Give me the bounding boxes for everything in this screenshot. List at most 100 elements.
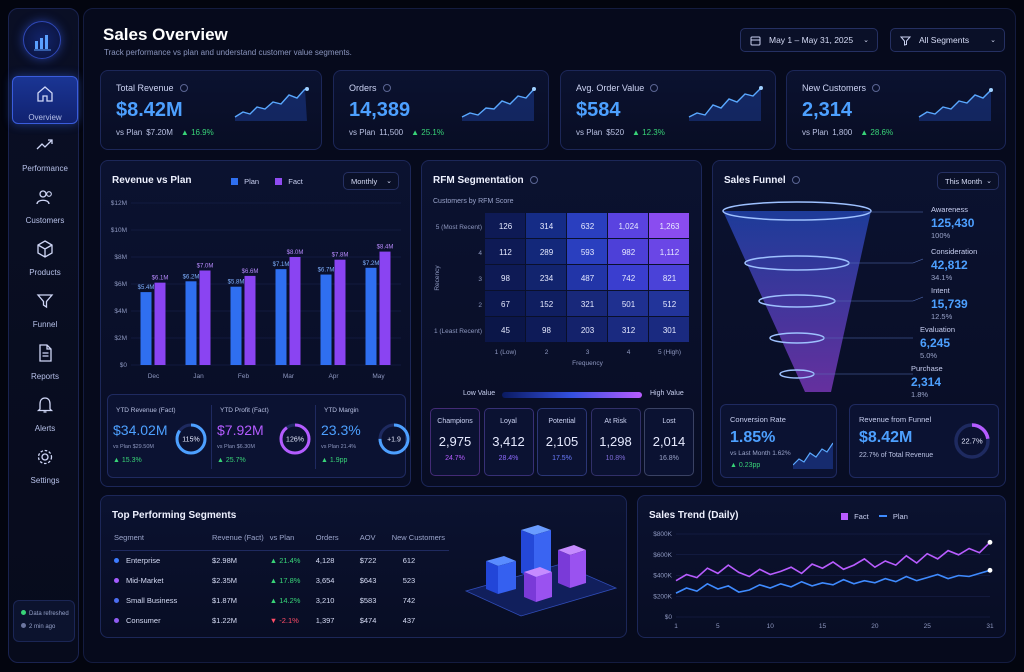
segment-card-champions[interactable]: Champions 2,975 24.7%	[430, 408, 480, 476]
sidebar-item-settings[interactable]: Settings	[12, 440, 78, 488]
card-title: RFM Segmentation	[433, 175, 538, 186]
info-icon[interactable]	[179, 84, 188, 92]
segment-card-lost[interactable]: Lost 2,014 16.8%	[644, 408, 694, 476]
sidebar-item-performance[interactable]: Performance	[12, 128, 78, 176]
table-row[interactable]: Mid-Market $2.35M ▲ 17.8% 3,654 $643 523	[111, 570, 449, 590]
period-select[interactable]: Monthly ⌄	[343, 172, 399, 190]
new-customers-cell: 742	[402, 595, 416, 605]
sparkline-endpoint	[989, 88, 993, 92]
bar-plan[interactable]	[275, 269, 287, 365]
heatmap-cell[interactable]	[526, 239, 566, 264]
heatmap-cell[interactable]	[485, 291, 525, 316]
info-icon[interactable]	[529, 176, 538, 184]
heatmap-cell[interactable]	[485, 265, 525, 290]
segment-card-at-risk[interactable]: At Risk 1,298 10.8%	[590, 408, 641, 476]
segment-card-loyal[interactable]: Loyal 3,412 28.4%	[483, 408, 534, 476]
heatmap-cell[interactable]	[608, 291, 648, 316]
table-row[interactable]: Enterprise $2.98M ▲ 21.4% 4,128 $722 612	[111, 550, 449, 570]
info-icon[interactable]	[650, 84, 659, 92]
heatmap-cell[interactable]	[485, 213, 525, 238]
bar-plan[interactable]	[320, 274, 332, 365]
funnel-title: Sales Funnel	[724, 175, 786, 186]
home-icon	[37, 86, 53, 102]
bar-data-label: $6.6M	[242, 269, 259, 275]
kpi-plan: vs Plan $7.20M ▲ 16.9%	[116, 128, 214, 137]
orders-cell: 3,210	[315, 595, 335, 605]
segment-card-potential[interactable]: Potential 2,105 17.5%	[537, 408, 587, 476]
funnel-revenue-value: $8.42M	[859, 429, 913, 446]
sidebar-item-products[interactable]: Products	[12, 232, 78, 280]
table-row[interactable]: Small Business $1.87M ▲ 14.2% 3,210 $583 742	[111, 590, 449, 610]
heatmap-value: 301	[663, 326, 677, 335]
funnel-period-select[interactable]: This Month ⌄	[937, 172, 999, 190]
kpi-label-text: New Customers	[802, 83, 867, 93]
info-icon[interactable]	[382, 84, 391, 92]
bar-fact[interactable]	[334, 259, 346, 365]
kpi-card-total-revenue: Total Revenue $8.42M vs Plan $7.20M ▲ 16.9%	[100, 70, 322, 150]
heatmap-cell[interactable]	[485, 239, 525, 264]
row-label: 3	[478, 276, 482, 283]
col-label: 2	[545, 349, 549, 356]
heatmap-cell[interactable]	[567, 317, 607, 342]
bar-data-label: $5.8M	[228, 280, 245, 286]
column-header: Orders	[312, 526, 357, 551]
heatmap-cell[interactable]	[649, 213, 689, 238]
funnel-stage: Awareness 125,430 100%	[931, 205, 1005, 240]
logo[interactable]	[23, 21, 61, 59]
bar-fact[interactable]	[379, 251, 391, 365]
heatmap-cell[interactable]	[526, 317, 566, 342]
heatmap-cell[interactable]	[608, 265, 648, 290]
info-icon[interactable]	[872, 84, 881, 92]
kpi-plan-value: 11,500	[379, 128, 404, 137]
segment-value: 2,105	[545, 434, 579, 449]
bar-fact[interactable]	[154, 282, 166, 365]
table-row[interactable]: Consumer $1.22M ▼ -2.1% 1,397 $474 437	[111, 610, 449, 630]
sidebar-item-overview[interactable]: Overview	[12, 76, 78, 124]
kpi-label: Total Revenue	[116, 83, 188, 93]
bar-fact[interactable]	[199, 270, 211, 366]
bar-fact[interactable]	[289, 257, 301, 365]
revenue-cell: $1.22M	[212, 615, 238, 625]
kpi-sparkline	[461, 87, 536, 121]
funnel-stage-pct: 12.5%	[931, 312, 953, 321]
series-endpoint	[987, 567, 993, 573]
sidebar-item-funnel[interactable]: Funnel	[12, 284, 78, 332]
heatmap-cell[interactable]	[608, 213, 648, 238]
heatmap-cell[interactable]	[526, 265, 566, 290]
divider	[211, 405, 212, 469]
segment-filter[interactable]: All Segments ⌄	[890, 28, 1005, 52]
bar-fact[interactable]	[244, 275, 256, 365]
date-range-picker[interactable]: May 1 – May 31, 2025 ⌄	[740, 28, 878, 52]
ytd-delta: ▲ 25.7%	[217, 457, 246, 464]
heatmap-cell[interactable]	[567, 265, 607, 290]
heatmap-cell[interactable]	[608, 317, 648, 342]
chart-legend: Plan Fact	[231, 177, 303, 186]
sidebar-item-reports[interactable]: Reports	[12, 336, 78, 384]
heatmap-value: 501	[622, 300, 636, 309]
bar-plan[interactable]	[230, 286, 242, 365]
kpi-sparkline	[688, 86, 763, 121]
heatmap-cell[interactable]	[649, 239, 689, 264]
sidebar-item-label: Funnel	[32, 320, 58, 329]
bar-plan[interactable]	[140, 292, 152, 365]
sidebar-item-alerts[interactable]: Alerts	[12, 388, 78, 436]
heatmap-cell[interactable]	[649, 265, 689, 290]
ytd-delta: ▲ 1.9pp	[321, 457, 348, 464]
bar-data-label: $6.2M	[183, 274, 200, 280]
heatmap-cell[interactable]	[485, 317, 525, 342]
heatmap-cell[interactable]	[567, 213, 607, 238]
sidebar: Overview Performance Customers Products Funn…	[8, 8, 79, 663]
heatmap-cell[interactable]	[567, 239, 607, 264]
bar-plan[interactable]	[365, 267, 377, 365]
heatmap-cell[interactable]	[526, 213, 566, 238]
heatmap-cell[interactable]	[649, 317, 689, 342]
heatmap-cell[interactable]	[567, 291, 607, 316]
sidebar-item-customers[interactable]: Customers	[12, 180, 78, 228]
heatmap-cell[interactable]	[649, 291, 689, 316]
aov-cell: $722	[359, 555, 377, 565]
heatmap-cell[interactable]	[608, 239, 648, 264]
bar-plan[interactable]	[185, 281, 197, 365]
info-icon[interactable]	[791, 176, 800, 184]
heatmap-cell[interactable]	[526, 291, 566, 316]
ring-progress	[954, 423, 990, 459]
